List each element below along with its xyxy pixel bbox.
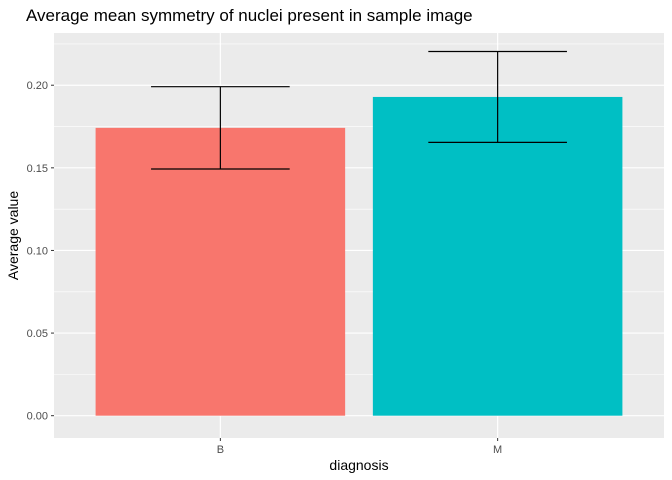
y-axis-label: Average value	[5, 191, 21, 280]
y-tick-label: 0.10	[27, 245, 48, 257]
bar-b	[95, 127, 346, 416]
error-bars	[151, 50, 567, 170]
y-axis-ticks: 0.00 0.05 0.10 0.15 0.20	[27, 80, 54, 423]
bar-m	[372, 96, 623, 416]
error-bar-m	[428, 50, 567, 143]
x-axis-label: diagnosis	[329, 457, 388, 473]
x-tick-label: B	[217, 444, 224, 456]
y-tick-label: 0.00	[27, 411, 48, 423]
y-tick-label: 0.05	[27, 328, 48, 340]
y-tick-label: 0.20	[27, 80, 48, 92]
bars	[95, 96, 623, 416]
chart-title: Average mean symmetry of nuclei present …	[26, 6, 473, 25]
y-tick-label: 0.15	[27, 163, 48, 175]
x-tick-label: M	[493, 444, 502, 456]
error-bar-b	[151, 86, 290, 170]
